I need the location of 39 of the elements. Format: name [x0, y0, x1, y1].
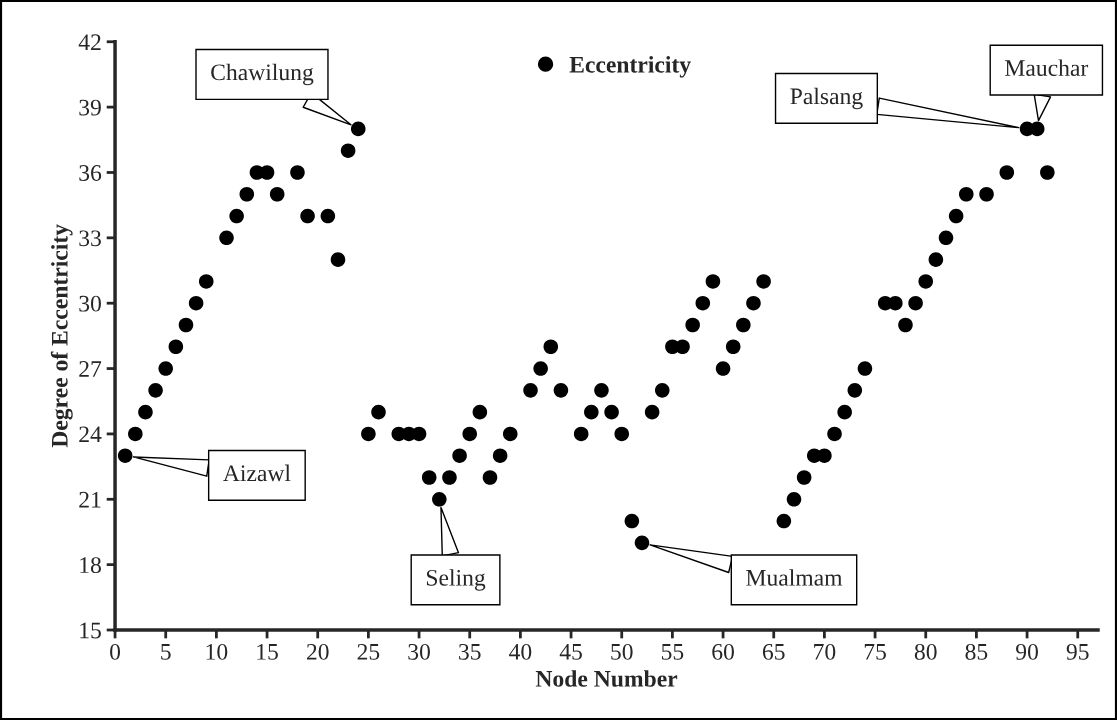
x-tick-label: 75 [864, 644, 886, 660]
x-tick-label: 40 [509, 643, 532, 660]
legend-label: Eccentricity [569, 56, 691, 78]
x-tick-label: 95 [1066, 643, 1089, 660]
x-tick-label: 20 [306, 643, 329, 660]
x-tick-label: 25 [357, 643, 380, 660]
y-tick-label: 21 [79, 491, 101, 508]
x-tick-label: 45 [559, 644, 582, 660]
x-tick-label: 50 [611, 643, 633, 660]
y-tick-label: 39 [79, 99, 101, 116]
y-tick-label: 33 [79, 230, 101, 247]
x-tick-label: 5 [161, 644, 171, 660]
y-axis-title: Degree of Eccentricity [50, 224, 73, 448]
x-tick-label: 55 [661, 644, 684, 660]
annotation: Aizawl [223, 464, 291, 482]
annotation: Mauchar [1005, 59, 1089, 76]
y-tick-label: 42 [78, 34, 101, 50]
x-tick-label: 15 [257, 643, 278, 660]
x-tick-label: 70 [814, 643, 836, 660]
annotation: Palsang [790, 87, 863, 110]
x-tick-label: 85 [965, 643, 988, 660]
annotation: Seling [426, 569, 486, 591]
x-tick-label: 0 [110, 643, 121, 660]
y-tick-label: 30 [79, 295, 101, 312]
y-tick-label: 24 [79, 426, 102, 443]
x-tick-label: 80 [914, 643, 937, 660]
annotation: Mualmam [746, 569, 843, 586]
x-tick-label: 30 [408, 643, 430, 660]
x-axis-title: Node Number [535, 670, 678, 687]
x-tick-label: 60 [712, 643, 734, 660]
y-tick-label: 18 [80, 557, 101, 574]
x-tick-label: 10 [206, 643, 228, 660]
x-tick-label: 90 [1016, 643, 1038, 660]
y-tick-label: 27 [79, 361, 102, 377]
annotation: Chawilung [211, 63, 314, 86]
y-tick-label: 15 [80, 622, 101, 639]
x-tick-label: 35 [459, 643, 481, 660]
y-tick-label: 36 [79, 165, 102, 181]
x-tick-label: 65 [762, 643, 785, 660]
